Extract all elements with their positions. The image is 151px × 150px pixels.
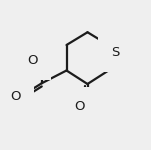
Text: S: S [111, 46, 119, 59]
Text: O: O [75, 100, 85, 113]
Text: O: O [10, 90, 21, 103]
Text: O: O [27, 54, 38, 67]
